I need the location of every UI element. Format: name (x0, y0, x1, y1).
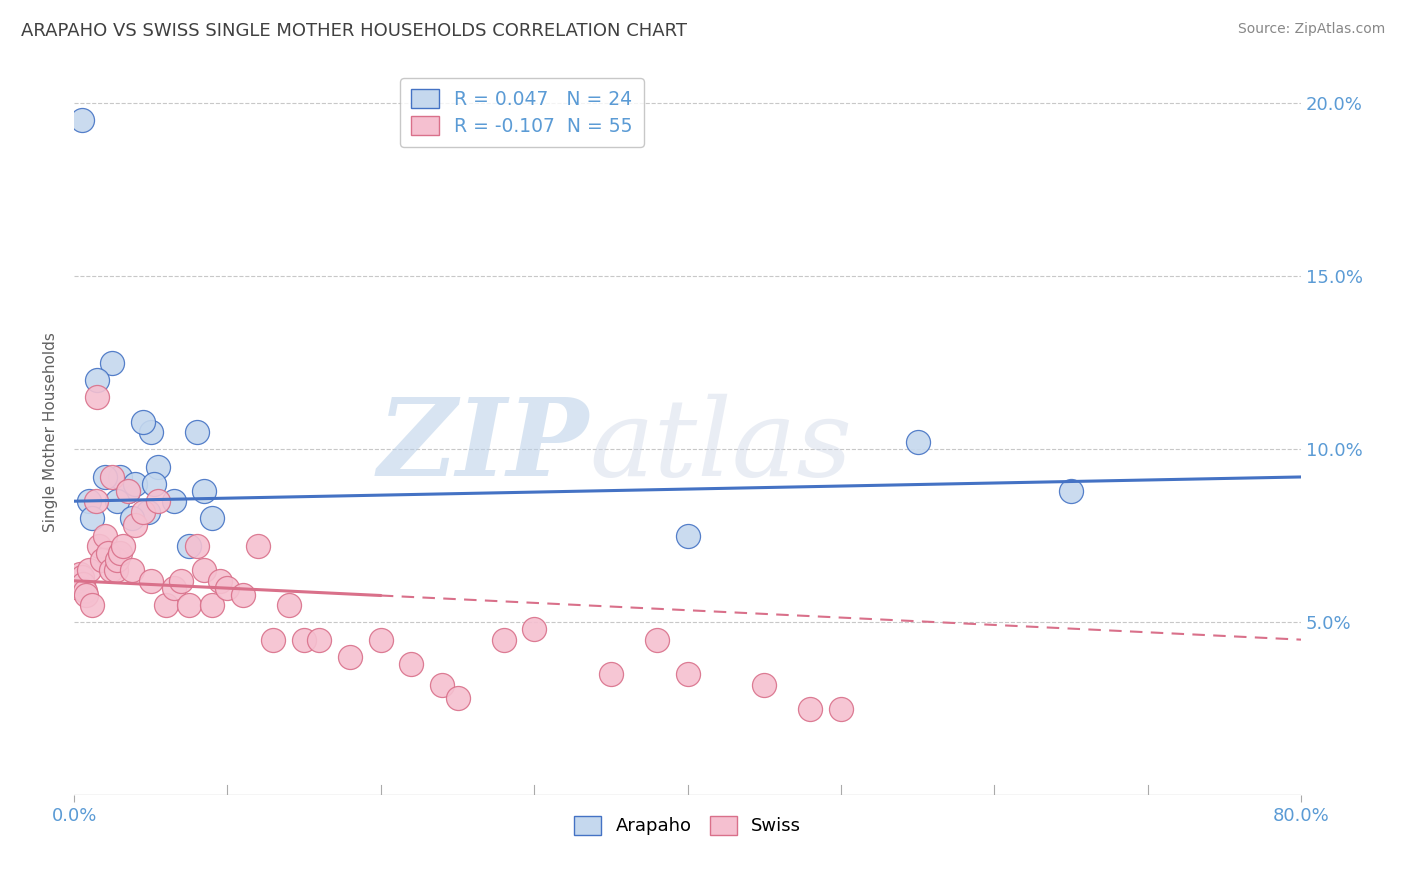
Point (121, 511, 143, 525)
Text: atlas: atlas (589, 394, 852, 500)
Point (277, 598, 299, 612)
Point (136, 505, 159, 519)
Point (179, 539, 201, 553)
Point (232, 588, 254, 602)
Point (101, 356, 124, 370)
Point (79, 494, 101, 508)
Point (799, 702, 821, 716)
Point (100, 563, 122, 577)
Point (70, 113, 93, 128)
Point (124, 518, 146, 533)
Point (186, 425, 208, 439)
Point (86, 390, 108, 404)
Text: ZIP: ZIP (378, 393, 589, 500)
Point (163, 581, 186, 595)
Point (117, 483, 139, 498)
Text: Source: ZipAtlas.com: Source: ZipAtlas.com (1237, 22, 1385, 37)
Point (676, 529, 699, 543)
Point (446, 691, 468, 706)
Point (907, 435, 929, 450)
Point (124, 476, 146, 491)
Point (1060, 483, 1083, 498)
Point (108, 546, 131, 560)
Point (132, 505, 155, 519)
Point (82, 598, 104, 612)
Point (263, 632, 285, 647)
Point (121, 563, 143, 577)
Point (645, 632, 668, 647)
Point (90, 553, 112, 567)
Point (105, 553, 128, 567)
Point (142, 476, 165, 491)
Point (370, 632, 392, 647)
Point (676, 667, 699, 681)
Point (104, 563, 127, 577)
Point (401, 657, 423, 671)
Point (292, 632, 315, 647)
Point (155, 598, 177, 612)
Point (308, 632, 330, 647)
Point (523, 622, 546, 636)
Point (186, 539, 208, 553)
Point (830, 702, 852, 716)
Point (70, 570, 93, 584)
Point (67, 581, 90, 595)
Point (82, 511, 104, 525)
Point (94, 529, 117, 543)
Point (75, 588, 97, 602)
Text: ARAPAHO VS SWISS SINGLE MOTHER HOUSEHOLDS CORRELATION CHART: ARAPAHO VS SWISS SINGLE MOTHER HOUSEHOLD… (21, 22, 688, 40)
Y-axis label: Single Mother Households: Single Mother Households (44, 332, 58, 532)
Point (73, 584, 96, 599)
Point (208, 574, 231, 588)
Point (112, 539, 135, 553)
Point (201, 598, 224, 612)
Point (217, 581, 239, 595)
Point (148, 494, 170, 508)
Point (87, 539, 110, 553)
Point (492, 632, 515, 647)
Point (430, 678, 453, 692)
Point (163, 494, 186, 508)
Point (179, 598, 201, 612)
Point (97, 546, 120, 560)
Point (339, 649, 361, 664)
Point (101, 470, 124, 484)
Point (108, 470, 131, 484)
Point (193, 483, 215, 498)
Point (247, 539, 270, 553)
Point (66, 574, 89, 588)
Point (201, 511, 224, 525)
Point (72, 577, 94, 591)
Point (148, 459, 170, 474)
Point (84, 494, 107, 508)
Point (94, 470, 117, 484)
Point (139, 574, 162, 588)
Point (170, 574, 193, 588)
Point (193, 563, 215, 577)
Legend: Arapaho, Swiss: Arapaho, Swiss (565, 807, 810, 845)
Point (132, 415, 155, 429)
Point (69, 566, 91, 581)
Point (139, 425, 162, 439)
Point (86, 373, 108, 387)
Point (599, 667, 621, 681)
Point (117, 483, 139, 498)
Point (754, 678, 776, 692)
Point (105, 494, 128, 508)
Point (79, 563, 101, 577)
